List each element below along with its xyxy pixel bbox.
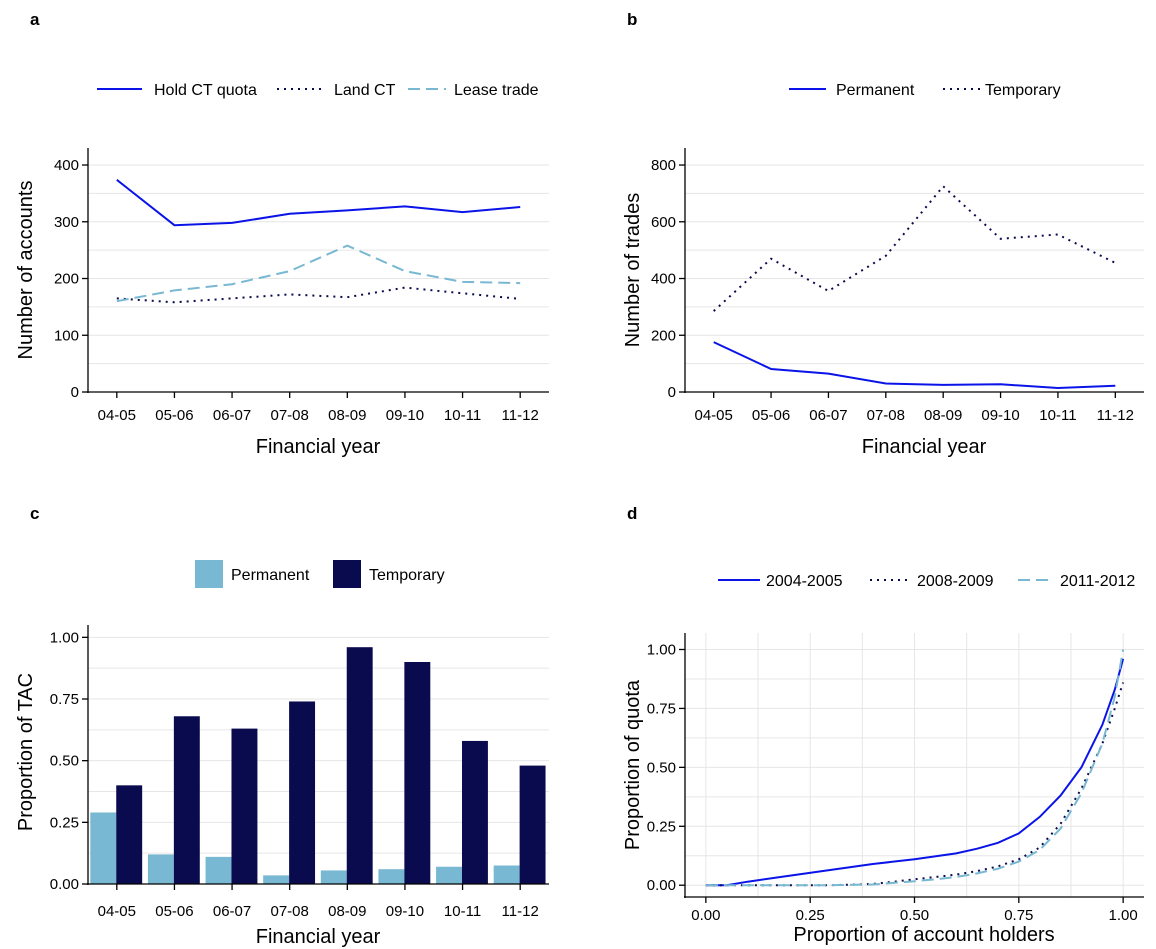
panel-b-x-tick-label: 09-10 <box>981 407 1019 424</box>
panel-a-x-tick-label: 07-08 <box>271 407 309 424</box>
panel-b-y-axis-title: Number of trades <box>622 193 644 348</box>
panel-c-bar-permanent-6 <box>436 866 462 884</box>
panel-b-series-line-0 <box>713 341 1116 390</box>
panel-a-x-axis-title: Financial year <box>256 436 381 458</box>
panel-a-y-axis-title: Number of accounts <box>15 181 37 360</box>
panel-a-x-tick-label: 06-07 <box>213 407 251 424</box>
panel-c-bar-temporary-5 <box>404 662 431 884</box>
panel-b-y-tick-label: 600 <box>651 214 676 231</box>
panel-b-x-tick-label: 05-06 <box>752 407 790 424</box>
panel-a-x-tick-label: 05-06 <box>155 407 193 424</box>
panel-d-series-line-2 <box>705 649 1125 887</box>
panel-a-y-tick-label: 100 <box>54 327 79 344</box>
panel-c-x-tick-label: 08-09 <box>328 903 366 920</box>
panel-b-x-axis-title: Financial year <box>862 436 987 458</box>
panel-b-legend-label-1: Temporary <box>985 82 1061 99</box>
panel-b-x-tick-label: 11-12 <box>1097 407 1134 424</box>
panel-b-x-tick-label: 10-11 <box>1039 407 1076 424</box>
panel-c-x-axis-title: Financial year <box>256 926 381 948</box>
panel-d-legend-label-0: 2004-2005 <box>766 573 843 590</box>
panel-a-legend-label-2: Lease trade <box>454 82 539 99</box>
panel-c-y-tick-label: 0.75 <box>50 691 79 708</box>
panel-c-bar-temporary-3 <box>289 701 316 884</box>
panel-c-y-axis-title: Proportion of TAC <box>15 673 37 831</box>
panel-c-legend-key-1 <box>333 560 361 588</box>
panel-c-y-tick-label: 1.00 <box>50 629 79 646</box>
panel-c-legend-label-0: Permanent <box>231 567 310 584</box>
panel-c-bar-temporary-2 <box>231 728 258 884</box>
panel-b-x-tick-label: 04-05 <box>695 407 733 424</box>
panel-d-x-tick-label: 1.00 <box>1109 907 1138 924</box>
panel-d-x-tick-label: 0.50 <box>900 907 929 924</box>
panel-d-x-tick-label: 0.75 <box>1004 907 1033 924</box>
panel-c-letter: c <box>30 504 39 523</box>
panel-d-legend-label-1: 2008-2009 <box>917 573 994 590</box>
panel-c-bar-temporary-1 <box>173 716 200 884</box>
panel-c-x-tick-label: 09-10 <box>386 903 424 920</box>
panel-b-y-tick-label: 400 <box>651 271 676 288</box>
panel-a-x-tick-label: 09-10 <box>386 407 424 424</box>
panel-c-legend-key-0 <box>195 560 223 588</box>
panel-c-y-tick-label: 0.50 <box>50 753 79 770</box>
panel-a-x-tick-label: 04-05 <box>98 407 136 424</box>
panel-c-bar-permanent-0 <box>90 812 117 884</box>
panel-a-x-tick-label: 11-12 <box>502 407 539 424</box>
panel-d-series-line-1 <box>705 682 1125 887</box>
panel-d-x-tick-label: 0.00 <box>691 907 720 924</box>
panel-c-bar-temporary-4 <box>346 647 373 884</box>
panel-c-bar-permanent-2 <box>205 856 232 884</box>
panel-c-x-tick-label: 07-08 <box>271 903 309 920</box>
panel-d-y-axis-title: Proportion of quota <box>622 679 644 850</box>
panel-a-legend-label-1: Land CT <box>334 82 396 99</box>
panel-b-letter: b <box>627 10 637 29</box>
panel-d-legend-label-2: 2011-2012 <box>1060 573 1135 590</box>
panel-d-y-tick-label: 0.50 <box>647 759 676 776</box>
panel-d-letter: d <box>627 504 637 523</box>
panel-a-y-tick-label: 400 <box>54 157 79 174</box>
panel-a-letter: a <box>30 10 40 29</box>
panel-c-bar-permanent-5 <box>378 869 405 884</box>
panel-d-y-tick-label: 0.75 <box>647 700 676 717</box>
panel-d-y-tick-label: 0.25 <box>647 818 676 835</box>
panel-c-bar-permanent-3 <box>263 875 290 884</box>
panel-c-bar-permanent-7 <box>493 865 520 884</box>
panel-b-y-tick-label: 0 <box>668 384 676 401</box>
panel-c-y-tick-label: 0.25 <box>50 814 79 831</box>
panel-a-x-tick-label: 08-09 <box>328 407 366 424</box>
panel-c-bar-temporary-0 <box>116 785 143 884</box>
panel-d-x-axis-title: Proportion of account holders <box>793 924 1054 946</box>
panel-c-x-tick-label: 05-06 <box>155 903 193 920</box>
panel-b-x-tick-label: 07-08 <box>867 407 905 424</box>
panel-c-legend-label-1: Temporary <box>369 567 445 584</box>
panel-a-y-tick-label: 0 <box>71 384 79 401</box>
panel-a-series-line-2 <box>116 244 521 303</box>
panel-b-y-tick-label: 200 <box>651 327 676 344</box>
panel-c-x-tick-label: 06-07 <box>213 903 251 920</box>
panel-d-x-tick-label: 0.25 <box>796 907 825 924</box>
panel-b-x-tick-label: 06-07 <box>809 407 847 424</box>
panel-c-x-tick-label: 04-05 <box>98 903 136 920</box>
panel-c-bar-permanent-1 <box>147 854 174 884</box>
panel-b-y-tick-label: 800 <box>651 157 676 174</box>
panel-c-bar-permanent-4 <box>320 870 347 884</box>
panel-c-y-tick-label: 0.00 <box>50 876 79 893</box>
panel-c-x-tick-label: 11-12 <box>502 903 539 920</box>
panel-c-bar-temporary-6 <box>461 740 488 884</box>
panel-a-y-tick-label: 200 <box>54 271 79 288</box>
panel-a-series-line-0 <box>116 179 521 227</box>
panel-c-x-tick-label: 10-11 <box>444 903 481 920</box>
panel-a-series-line-1 <box>116 286 521 304</box>
panel-c-bar-temporary-7 <box>519 765 546 884</box>
panel-b-legend-label-0: Permanent <box>836 82 915 99</box>
panel-b-series-line-1 <box>713 184 1116 312</box>
panel-d-y-tick-label: 0.00 <box>647 877 676 894</box>
panel-a-x-tick-label: 10-11 <box>444 407 481 424</box>
panel-d-series-line-0 <box>705 658 1125 887</box>
panel-a-legend-label-0: Hold CT quota <box>154 82 257 99</box>
panel-b-x-tick-label: 08-09 <box>924 407 962 424</box>
panel-a-y-tick-label: 300 <box>54 214 79 231</box>
panel-d-y-tick-label: 1.00 <box>647 642 676 659</box>
